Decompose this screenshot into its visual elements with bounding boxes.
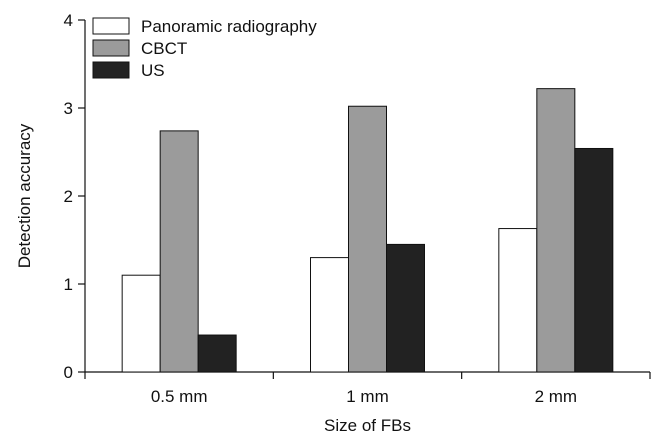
y-tick-label-2: 2 (64, 187, 73, 206)
bar-2-0 (197, 334, 237, 373)
bar-0-1 (310, 257, 349, 373)
y-ticks: 0 1 2 3 4 (64, 11, 85, 382)
bar-2-2 (574, 147, 614, 373)
legend: Panoramic radiography CBCT US (92, 17, 317, 80)
legend-swatch-0 (92, 17, 130, 35)
bar-1-2 (536, 88, 576, 373)
legend-swatch-1 (92, 39, 130, 57)
bars (121, 88, 614, 373)
y-tick-label-0: 0 (64, 363, 73, 382)
legend-label-1: CBCT (141, 39, 187, 58)
y-axis-title: Detection accuracy (15, 123, 34, 268)
legend-swatch-2 (92, 61, 130, 79)
legend-label-2: US (141, 61, 165, 80)
x-tick-label-1: 1 mm (346, 387, 389, 406)
bar-0-2 (498, 228, 538, 373)
bar-0-0 (121, 274, 161, 373)
legend-label-0: Panoramic radiography (141, 17, 317, 36)
y-tick-label-1: 1 (64, 275, 73, 294)
x-tick-label-0: 0.5 mm (151, 387, 208, 406)
y-tick-label-3: 3 (64, 99, 73, 118)
x-ticks: 0.5 mm 1 mm 2 mm (84, 372, 651, 406)
x-tick-label-2: 2 mm (535, 387, 578, 406)
bar-1-0 (159, 130, 199, 373)
x-axis-title: Size of FBs (324, 416, 411, 435)
bar-2-1 (386, 243, 425, 373)
y-tick-label-4: 4 (64, 11, 73, 30)
bar-1-1 (348, 105, 387, 373)
